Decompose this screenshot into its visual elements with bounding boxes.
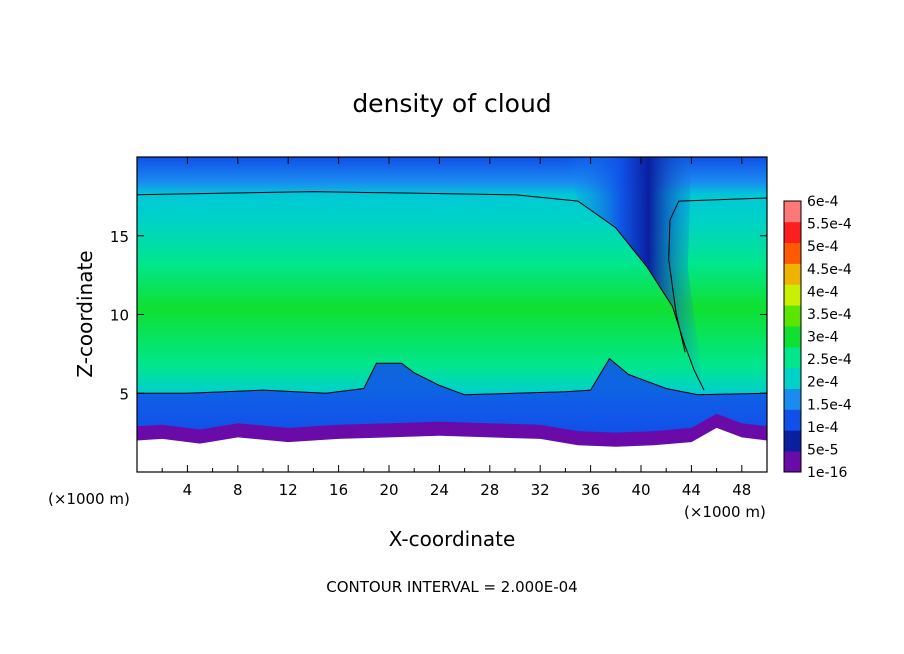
y-tick-label: 5 [119, 385, 129, 403]
colorbar-label: 2.5e-4 [807, 352, 852, 368]
colorbar-label: 4e-4 [807, 284, 839, 300]
colorbar-label: 5e-5 [807, 442, 838, 458]
x-unit-right: (×1000 m) [684, 503, 766, 521]
low-density-layer [137, 358, 767, 433]
contour-interval-note: CONTOUR INTERVAL = 2.000E-04 [326, 578, 577, 596]
colorbar-swatch [784, 409, 801, 431]
x-tick-label: 40 [631, 481, 650, 499]
contour-2e-4-top [137, 191, 705, 391]
contour-2e-4-bottom [137, 357, 767, 396]
colorbar-label: 6e-4 [807, 194, 839, 210]
x-tick-label: 24 [430, 481, 449, 499]
colorbar-label: 5e-4 [807, 239, 839, 255]
colorbar-label: 1e-16 [807, 465, 847, 481]
colorbar-label: 3.5e-4 [807, 307, 852, 323]
colorbar-swatch [784, 284, 801, 306]
clear-air-region [137, 427, 767, 472]
colorbar-label: 3e-4 [807, 330, 839, 346]
colorbar-swatch [784, 242, 801, 264]
colorbar-label: 4.5e-4 [807, 262, 852, 278]
x-tick-label: 32 [531, 481, 550, 499]
x-tick-label: 4 [183, 481, 193, 499]
y-axis-label: Z-coordinate [73, 250, 97, 377]
colorbar-swatch [784, 367, 801, 389]
x-tick-label: 48 [732, 481, 751, 499]
colorbar-swatch [784, 326, 801, 348]
colorbar-swatch [784, 388, 801, 410]
x-tick-label: 8 [233, 481, 243, 499]
contour-2e-4-right [668, 197, 767, 353]
x-unit-left: (×1000 m) [48, 490, 130, 508]
x-tick-label: 16 [329, 481, 348, 499]
colorbar-swatch [784, 305, 801, 327]
colorbar-swatch [784, 201, 801, 223]
x-tick-label: 20 [379, 481, 398, 499]
y-tick-label: 10 [110, 307, 129, 325]
colorbar-swatch [784, 451, 801, 473]
colorbar-label: 2e-4 [807, 375, 839, 391]
x-axis: 4 8 12 16 20 24 28 32 36 40 44 48 [161, 157, 751, 499]
x-tick-label: 44 [682, 481, 701, 499]
colorbar-swatch [784, 346, 801, 369]
colorbar-swatch [784, 263, 801, 285]
colorbar-swatch [784, 430, 801, 452]
colorbar-label: 1.5e-4 [807, 397, 852, 413]
x-tick-label: 28 [480, 481, 499, 499]
colorbar-label: 1e-4 [807, 420, 839, 436]
downdraft-plume [565, 157, 704, 391]
colorbar: 1e-16 5e-5 1e-4 1.5e-4 2e-4 2.5e-4 3e-4 3.5e-4 4… [783, 194, 852, 481]
cloud-base-layer [137, 413, 767, 447]
x-tick-label: 12 [279, 481, 298, 499]
colorbar-frame [783, 200, 802, 473]
colorbar-swatch [784, 221, 801, 243]
x-axis-label: X-coordinate [389, 527, 516, 551]
plot-area [137, 157, 767, 472]
chart-title: density of cloud [352, 89, 551, 118]
y-axis: 5 10 15 [110, 228, 767, 403]
x-tick-label: 36 [581, 481, 600, 499]
y-tick-label: 15 [110, 228, 129, 246]
colorbar-label: 5.5e-4 [807, 217, 852, 233]
